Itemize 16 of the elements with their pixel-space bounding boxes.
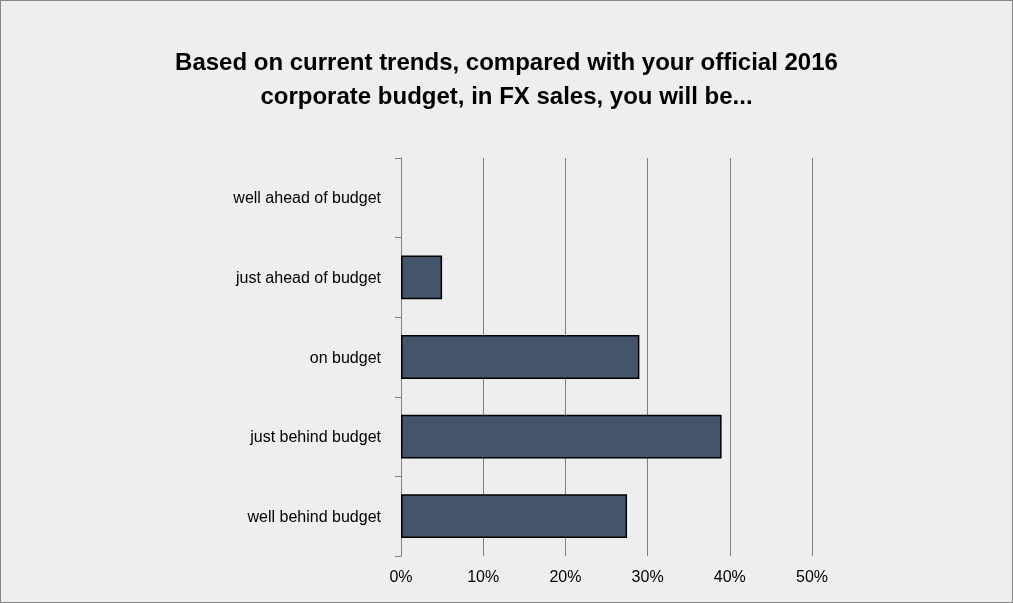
chart-title: Based on current trends, compared with your official 2016 corporate budget, in FX sales, you will be... xyxy=(175,47,838,109)
x-tick-label: 20% xyxy=(549,567,582,585)
y-tick-label: on budget xyxy=(309,348,382,366)
x-tick-label: 40% xyxy=(713,567,746,585)
x-tick-label: 30% xyxy=(631,567,664,585)
x-tick-label: 0% xyxy=(389,567,413,585)
bar xyxy=(401,335,640,379)
bar xyxy=(401,414,722,459)
bar xyxy=(401,494,628,539)
y-tick-label: just ahead of budget xyxy=(234,268,382,286)
y-tick-label: well behind budget xyxy=(246,507,382,525)
x-tick-label: 50% xyxy=(795,567,829,585)
bar xyxy=(401,255,443,300)
x-tick-label: 10% xyxy=(467,567,500,585)
y-tick-label: just behind budget xyxy=(249,428,382,446)
y-tick-label: well ahead of budget xyxy=(232,189,382,207)
